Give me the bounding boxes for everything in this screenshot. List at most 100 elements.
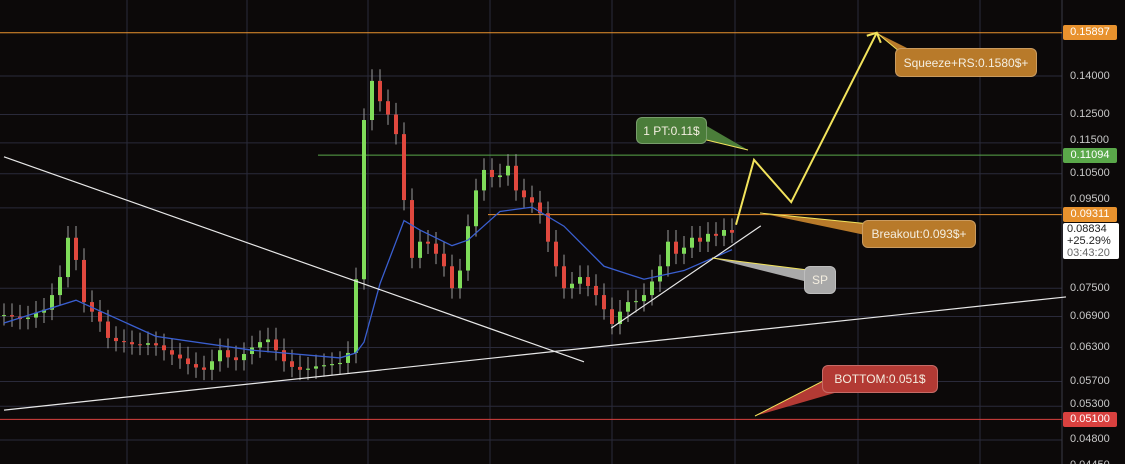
candle — [306, 368, 310, 370]
candle — [282, 350, 286, 362]
price-tick: 0.06900 — [1070, 310, 1110, 323]
callout-pointer — [755, 380, 838, 416]
price-tick: 0.07500 — [1070, 281, 1110, 294]
price-change: +25.29% — [1067, 235, 1111, 247]
candle — [546, 213, 550, 242]
candle — [162, 345, 166, 351]
candle — [82, 259, 86, 303]
candle — [234, 357, 238, 361]
candle — [594, 285, 598, 296]
candle — [578, 277, 582, 284]
price-tick: 0.10500 — [1070, 167, 1110, 180]
candle — [482, 169, 486, 191]
candle — [450, 266, 454, 289]
callout-edge — [711, 257, 809, 271]
candle — [570, 283, 574, 289]
candle — [42, 309, 46, 313]
trendline-sp-support — [610, 225, 762, 329]
candle — [522, 190, 526, 198]
candle — [426, 241, 430, 244]
candle — [538, 202, 542, 214]
candle — [218, 350, 222, 362]
candle — [242, 354, 246, 361]
callout-edge — [759, 212, 871, 225]
candle — [418, 241, 422, 258]
candle — [178, 354, 182, 359]
trendline-long-support — [3, 296, 1067, 411]
candle — [618, 311, 622, 325]
candle — [106, 321, 110, 338]
candle — [370, 80, 374, 121]
candle — [490, 169, 494, 178]
candle — [514, 165, 518, 191]
candle — [322, 365, 326, 367]
price-tag: 0.09311 — [1063, 207, 1117, 223]
candle — [186, 358, 190, 365]
candle — [314, 366, 318, 369]
callout-pointer — [712, 258, 808, 282]
candle — [226, 350, 230, 358]
candle — [402, 134, 406, 201]
candle — [458, 270, 462, 289]
candle — [98, 311, 102, 322]
candle — [530, 197, 534, 203]
candle — [114, 337, 118, 342]
price-tick: 0.12500 — [1070, 108, 1110, 121]
annotation-first-target[interactable]: 1 PT:0.11$ — [636, 117, 707, 144]
candle — [266, 339, 270, 343]
candle — [714, 233, 718, 236]
candle — [346, 352, 350, 363]
candle — [338, 362, 342, 365]
annotation-bottom[interactable]: BOTTOM:0.051$ — [822, 365, 938, 393]
candle — [682, 247, 686, 254]
candle — [706, 233, 710, 242]
candle — [378, 80, 382, 102]
candle — [298, 366, 302, 370]
candle — [602, 295, 606, 310]
price-tick: 0.05700 — [1070, 375, 1110, 388]
candle — [10, 315, 14, 317]
candle — [154, 343, 158, 346]
annotation-squeeze[interactable]: Squeeze+RS:0.1580$+ — [895, 48, 1037, 77]
candle — [434, 243, 438, 254]
candle — [642, 295, 646, 302]
candle — [202, 367, 206, 370]
annotation-breakout[interactable]: Breakout:0.093$+ — [862, 220, 976, 248]
candle — [2, 315, 6, 317]
price-tick: 0.04800 — [1070, 433, 1110, 446]
callout-pointer — [760, 213, 870, 236]
candle — [698, 237, 702, 242]
candle — [466, 226, 470, 271]
candle — [506, 165, 510, 176]
arrow-head-icon — [866, 31, 882, 44]
candle — [626, 302, 630, 312]
candle — [690, 237, 694, 248]
candle — [290, 361, 294, 367]
candle — [122, 341, 126, 343]
candle — [74, 237, 78, 260]
price-tick: 0.05300 — [1070, 397, 1110, 410]
price-tick: 0.11500 — [1070, 133, 1109, 146]
price-tick: 0.14000 — [1070, 69, 1110, 82]
candle — [354, 279, 358, 353]
candle — [130, 342, 134, 345]
candle — [330, 364, 334, 366]
candle — [170, 350, 174, 355]
candle — [658, 266, 662, 282]
projection-path — [735, 32, 878, 225]
candle — [474, 190, 478, 227]
annotation-sp[interactable]: SP — [804, 266, 836, 294]
candle — [722, 230, 726, 236]
price-tag: 0.11094 — [1063, 147, 1117, 163]
candle — [730, 230, 734, 233]
candle — [610, 309, 614, 325]
current-price-box: 0.08834 +25.29% 03:43:20 — [1063, 223, 1119, 259]
price-tick: 0.04450 — [1070, 459, 1110, 464]
candle — [362, 120, 366, 280]
candle — [674, 241, 678, 254]
candle — [138, 344, 142, 346]
candle — [258, 342, 262, 348]
candle — [194, 364, 198, 368]
